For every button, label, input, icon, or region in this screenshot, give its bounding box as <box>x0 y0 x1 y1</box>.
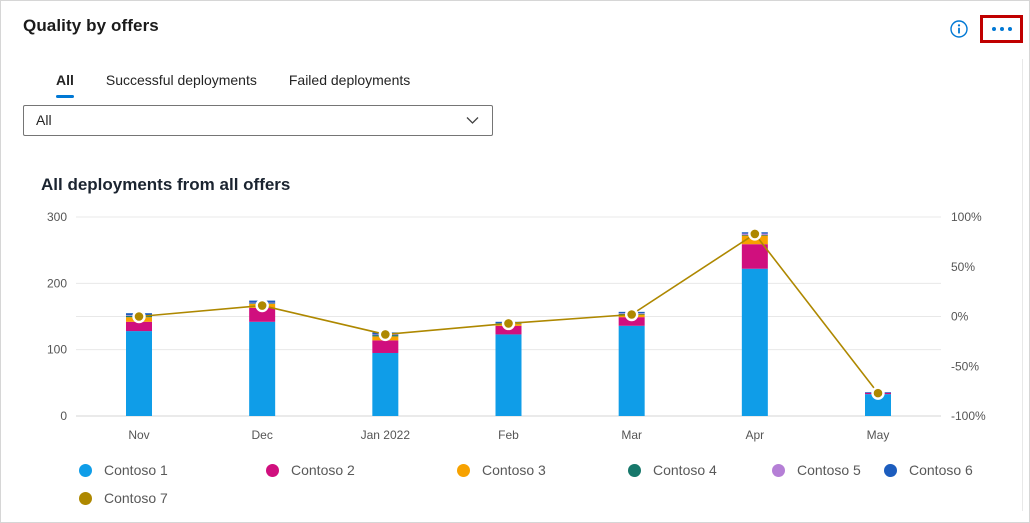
dropdown-selected-value: All <box>36 112 52 128</box>
ellipsis-dot <box>1007 27 1012 31</box>
legend-label: Contoso 4 <box>653 462 717 478</box>
tab-bar: All Successful deployments Failed deploy… <box>1 69 411 98</box>
svg-text:Dec: Dec <box>251 428 272 442</box>
legend-item-contoso-5[interactable]: Contoso 5 <box>772 461 861 479</box>
legend-swatch-icon <box>79 463 92 477</box>
svg-text:100%: 100% <box>951 210 982 224</box>
ellipsis-dot <box>999 27 1004 31</box>
chart-title: All deployments from all offers <box>41 175 291 194</box>
legend-item-contoso-1[interactable]: Contoso 1 <box>79 461 168 479</box>
legend-item-contoso-7[interactable]: Contoso 7 <box>79 489 168 507</box>
scrollbar-track[interactable] <box>1022 59 1023 511</box>
svg-text:Apr: Apr <box>745 428 764 442</box>
card-title: Quality by offers <box>23 16 159 35</box>
legend-label: Contoso 1 <box>104 462 168 478</box>
svg-text:0%: 0% <box>951 310 969 324</box>
svg-text:0: 0 <box>60 409 67 423</box>
legend-item-contoso-4[interactable]: Contoso 4 <box>628 461 717 479</box>
legend-swatch-icon <box>884 463 897 477</box>
legend-label: Contoso 3 <box>482 462 546 478</box>
legend-item-contoso-2[interactable]: Contoso 2 <box>266 461 355 479</box>
svg-text:Feb: Feb <box>498 428 519 442</box>
svg-text:Mar: Mar <box>621 428 642 442</box>
tab-successful-deployments[interactable]: Successful deployments <box>105 72 257 88</box>
svg-text:Jan 2022: Jan 2022 <box>361 428 411 442</box>
svg-text:200: 200 <box>47 276 67 290</box>
svg-text:Nov: Nov <box>128 428 149 442</box>
legend-swatch-icon <box>628 463 641 477</box>
tab-all[interactable]: All <box>56 69 74 98</box>
legend-label: Contoso 7 <box>104 490 168 506</box>
info-icon[interactable] <box>949 19 969 39</box>
legend-label: Contoso 2 <box>291 462 355 478</box>
legend-item-contoso-3[interactable]: Contoso 3 <box>457 461 546 479</box>
red-highlight-box <box>980 15 1023 43</box>
svg-text:300: 300 <box>47 210 67 224</box>
legend-label: Contoso 6 <box>909 462 973 478</box>
chevron-down-icon <box>466 117 479 124</box>
deployments-stacked-bar-chart: 300 200 100 0 100% 50% 0% -50% -100% Nov Dec Jan 20… <box>47 210 986 442</box>
tab-failed-deployments[interactable]: Failed deployments <box>288 72 411 88</box>
svg-text:100: 100 <box>47 343 67 357</box>
offer-filter-dropdown[interactable]: All <box>23 105 493 136</box>
svg-text:-100%: -100% <box>951 409 986 423</box>
more-options-button[interactable] <box>988 23 1016 35</box>
legend-swatch-icon <box>266 463 279 477</box>
legend-swatch-icon <box>79 491 92 505</box>
legend-label: Contoso 5 <box>797 462 861 478</box>
legend-swatch-icon <box>457 463 470 477</box>
info-icon-glyph <box>950 20 968 38</box>
legend-item-contoso-6[interactable]: Contoso 6 <box>884 461 973 479</box>
svg-text:May: May <box>867 428 890 442</box>
legend-swatch-icon <box>772 463 785 477</box>
ellipsis-dot <box>991 27 996 31</box>
svg-text:-50%: -50% <box>951 359 979 373</box>
svg-text:50%: 50% <box>951 260 975 274</box>
